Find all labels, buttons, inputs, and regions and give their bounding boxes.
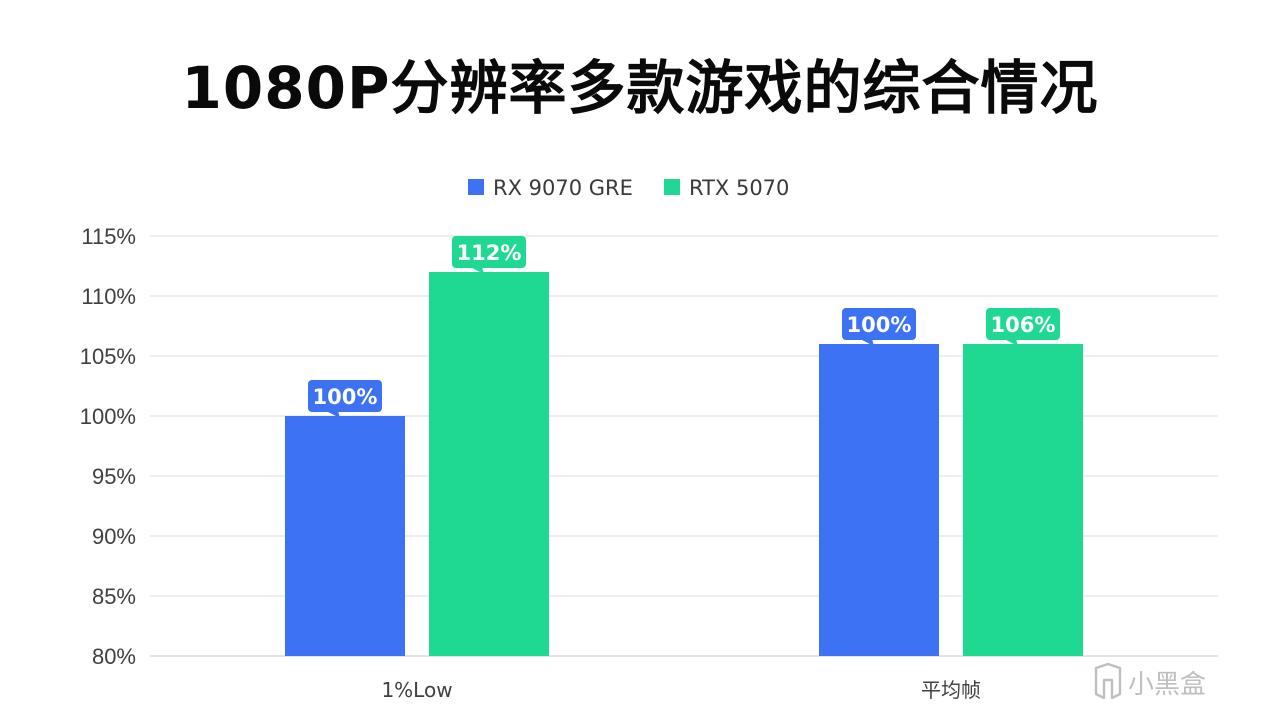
y-tick-label: 85% (92, 584, 136, 609)
bars (285, 272, 1083, 656)
x-category-label: 1%Low (381, 678, 452, 702)
bar (429, 272, 549, 656)
heybox-logo-icon (1094, 662, 1122, 700)
data-labels: 100% 112% 100% 106% (308, 236, 1060, 418)
legend-label: RX 9070 GRE (493, 176, 633, 200)
y-tick-label: 90% (92, 524, 136, 549)
data-label-pointer (326, 411, 340, 418)
data-label-text: 100% (313, 385, 378, 409)
watermark-text: 小黑盒 (1128, 670, 1206, 700)
data-label: 106% (986, 308, 1060, 346)
chart-title: 1080P分辨率多款游戏的综合情况 (181, 54, 1099, 122)
data-label-text: 112% (457, 241, 522, 265)
watermark: 小黑盒 (1094, 662, 1206, 700)
legend-swatch (664, 179, 680, 195)
x-category-label: 平均帧 (921, 678, 981, 702)
data-label-box (452, 236, 526, 268)
data-label-pointer (1004, 339, 1018, 346)
legend: RX 9070 GRE RTX 5070 (468, 176, 789, 200)
data-label: 100% (308, 380, 382, 418)
data-label-box (308, 380, 382, 412)
data-label-pointer (860, 339, 874, 346)
y-tick-label: 110% (81, 284, 136, 309)
y-tick-label: 80% (92, 644, 136, 669)
y-tick-label: 100% (80, 404, 136, 429)
legend-swatch (468, 179, 484, 195)
data-label-text: 100% (847, 313, 912, 337)
legend-label: RTX 5070 (689, 176, 789, 200)
bar (819, 344, 939, 656)
y-axis-ticks: 80% 85% 90% 95% 100% 105% 110% 115% (80, 224, 136, 669)
y-tick-label: 105% (80, 344, 136, 369)
data-label-box (842, 308, 916, 340)
bar (285, 416, 405, 656)
bar (963, 344, 1083, 656)
data-label-box (986, 308, 1060, 340)
data-label: 100% (842, 308, 916, 346)
data-label-text: 106% (991, 313, 1056, 337)
y-tick-label: 115% (81, 224, 136, 249)
y-tick-label: 95% (92, 464, 136, 489)
x-axis-categories: 1%Low 平均帧 (381, 678, 981, 702)
data-label-pointer (470, 267, 484, 274)
data-label: 112% (452, 236, 526, 274)
